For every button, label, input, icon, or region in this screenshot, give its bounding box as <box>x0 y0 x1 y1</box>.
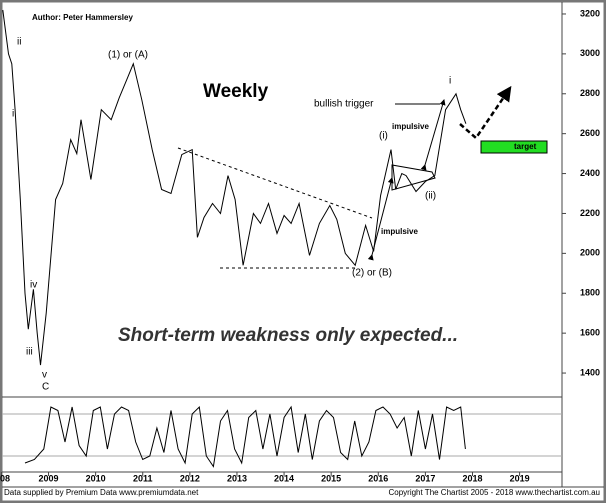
y-tick-label: 2600 <box>580 128 600 138</box>
target-box <box>480 140 548 154</box>
x-tick-label: 2014 <box>274 473 294 483</box>
y-tick-label: 1600 <box>580 328 600 338</box>
annotation: iii <box>26 347 33 358</box>
footer-left: Data supplied by Premium Data www.premiu… <box>4 488 199 497</box>
y-tick-label: 2800 <box>580 88 600 98</box>
annotation: (1) or (A) <box>108 50 148 61</box>
x-tick-label: 2010 <box>86 473 106 483</box>
annotation: bullish trigger <box>314 99 374 110</box>
annotation: i <box>12 109 14 120</box>
y-tick-label: 1800 <box>580 288 600 298</box>
annotation: impulsive <box>381 227 418 236</box>
annotation: iv <box>30 280 37 291</box>
annotation: impulsive <box>392 122 429 131</box>
x-tick-label: 2009 <box>39 473 59 483</box>
x-tick-label: 08 <box>0 473 10 483</box>
y-tick-label: 2400 <box>580 168 600 178</box>
y-tick-label: 3200 <box>580 8 600 18</box>
x-tick-label: 2019 <box>510 473 530 483</box>
x-tick-label: 2016 <box>368 473 388 483</box>
y-tick-label: 2000 <box>580 248 600 258</box>
annotation: v <box>42 370 47 381</box>
subtitle: Short-term weakness only expected... <box>118 325 458 346</box>
x-tick-label: 2018 <box>462 473 482 483</box>
x-tick-label: 2015 <box>321 473 341 483</box>
y-tick-label: 3000 <box>580 48 600 58</box>
impulse-arrow <box>420 99 446 171</box>
annotation: i <box>449 76 451 87</box>
annotation: C <box>42 382 49 393</box>
annotation: (i) <box>379 131 388 142</box>
price-line <box>2 9 467 366</box>
annotation: (2) or (B) <box>352 268 392 279</box>
chart-title: Weekly <box>203 81 269 102</box>
impulse-arrow <box>367 177 394 261</box>
annotation: ii <box>17 37 21 48</box>
author: Author: Peter Hammersley <box>32 13 133 22</box>
y-tick-label: 2200 <box>580 208 600 218</box>
footer-right: Copyright The Chartist 2005 - 2018 www.t… <box>388 488 600 497</box>
price-line <box>24 405 466 468</box>
x-tick-label: 2012 <box>180 473 200 483</box>
y-tick-label: 1400 <box>580 367 600 377</box>
x-tick-label: 2017 <box>415 473 435 483</box>
annotation: target <box>514 142 537 151</box>
trendline <box>177 147 373 219</box>
x-tick-label: 2011 <box>133 473 153 483</box>
annotation: (ii) <box>425 191 436 202</box>
x-tick-label: 2013 <box>227 473 247 483</box>
